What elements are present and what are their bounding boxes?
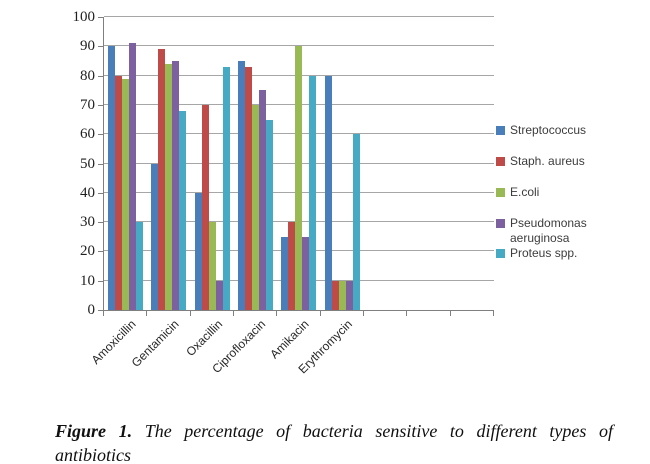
- gridline: [104, 16, 494, 17]
- figure-caption-text: The percentage of bacteria sensitive to …: [144, 421, 613, 441]
- bar-streptococcus-oxacillin: [194, 192, 202, 310]
- bar-staph-aureus-ciprofloxacin: [245, 66, 253, 310]
- y-axis-tick-label: 40: [80, 184, 95, 201]
- legend-label-proteus-spp: Proteus spp.: [510, 246, 578, 260]
- y-axis-tick-label: 90: [80, 38, 95, 55]
- bar-group-gentamicin: [147, 17, 190, 310]
- legend-item-staph-aureus: Staph. aureus: [496, 154, 618, 169]
- figure-caption-label: Figure 1.: [55, 421, 133, 441]
- bar-streptococcus-erythromycin: [324, 75, 332, 310]
- legend-label-streptococcus: Streptococcus: [510, 123, 587, 137]
- bar-pseudomonas-aeruginosa-erythromycin: [345, 280, 353, 310]
- x-axis-tick: [319, 311, 321, 316]
- bar-group-oxacillin: [191, 17, 234, 310]
- legend-swatch-streptococcus: [496, 126, 505, 135]
- x-axis-tick: [233, 311, 234, 316]
- bar-staph-aureus-oxacillin: [201, 104, 209, 310]
- y-axis-tick: [98, 310, 103, 311]
- x-axis-tick: [493, 311, 494, 316]
- bar-pseudomonas-aeruginosa-ciprofloxacin: [259, 90, 267, 310]
- bar-staph-aureus-amoxicillin: [115, 75, 123, 310]
- bar-pseudomonas-aeruginosa-amikacin: [302, 236, 310, 310]
- y-axis-tick-label: 70: [80, 96, 95, 113]
- x-axis-tick: [363, 311, 364, 316]
- y-axis-tick-label: 60: [80, 126, 95, 143]
- x-axis-tick: [189, 311, 191, 316]
- figure-caption: Figure 1. The percentage of bacteria sen…: [55, 419, 613, 464]
- legend-item-proteus-spp: Proteus spp.: [496, 246, 618, 261]
- figure-caption-line2: antibiotics: [55, 445, 131, 464]
- bar-e-coli-erythromycin: [338, 280, 346, 310]
- bar-group-ciprofloxacin: [234, 17, 277, 310]
- bar-proteus-spp-amikacin: [309, 75, 317, 310]
- y-axis-tick-label: 20: [80, 243, 95, 260]
- x-axis-tick: [406, 311, 408, 316]
- figure-caption-line1: Figure 1. The percentage of bacteria sen…: [55, 419, 613, 443]
- bar-group-amikacin: [277, 17, 320, 310]
- x-axis-tick: [146, 311, 148, 316]
- y-axis-tick-label: 0: [87, 302, 96, 318]
- bar-staph-aureus-gentamicin: [158, 49, 166, 310]
- y-axis-tick: [98, 17, 103, 18]
- bar-proteus-spp-gentamicin: [179, 110, 187, 310]
- y-axis-tick-label: 30: [80, 214, 95, 231]
- y-axis-tick: [98, 222, 103, 224]
- y-axis-tick-label: 80: [80, 67, 95, 84]
- y-axis-tick: [98, 75, 103, 77]
- bar-streptococcus-amikacin: [281, 236, 289, 310]
- legend: Streptococcus Staph. aureus E.coli Pseudomo…: [496, 123, 618, 277]
- y-axis-tick: [98, 280, 103, 282]
- plot-area: [103, 16, 494, 311]
- legend-item-e-coli: E.coli: [496, 185, 618, 200]
- y-axis-tick-label: 10: [80, 272, 95, 289]
- bar-pseudomonas-aeruginosa-amoxicillin: [129, 43, 137, 310]
- bar-streptococcus-amoxicillin: [108, 46, 116, 310]
- y-axis-tick-label: 100: [72, 9, 96, 25]
- legend-label-e-coli: E.coli: [510, 185, 540, 199]
- bar-e-coli-oxacillin: [208, 222, 216, 310]
- bar-pseudomonas-aeruginosa-oxacillin: [215, 280, 223, 310]
- bar-e-coli-ciprofloxacin: [252, 104, 260, 310]
- legend-item-streptococcus: Streptococcus: [496, 123, 618, 138]
- bar-proteus-spp-amoxicillin: [136, 222, 144, 310]
- legend-label-pseudomonas-aeruginosa: Pseudomonas aeruginosa: [510, 216, 587, 245]
- bar-staph-aureus-amikacin: [288, 222, 296, 310]
- y-axis-tick: [98, 192, 103, 194]
- legend-swatch-e-coli: [496, 188, 505, 197]
- gridline: [104, 45, 494, 47]
- bar-streptococcus-gentamicin: [151, 163, 159, 310]
- bar-proteus-spp-ciprofloxacin: [266, 119, 274, 310]
- bar-group-erythromycin: [321, 17, 364, 310]
- x-axis-tick: [276, 311, 278, 316]
- y-axis-tick: [98, 104, 103, 106]
- bar-streptococcus-ciprofloxacin: [238, 60, 246, 310]
- legend-swatch-proteus-spp: [496, 249, 505, 258]
- bar-e-coli-gentamicin: [165, 63, 173, 310]
- x-axis-category-label: Oxacillin: [183, 317, 226, 359]
- legend-label-staph-aureus: Staph. aureus: [510, 154, 585, 168]
- bar-proteus-spp-erythromycin: [352, 134, 360, 310]
- legend-swatch-pseudomonas-aeruginosa: [496, 219, 505, 228]
- legend-item-pseudomonas-aeruginosa: Pseudomonas aeruginosa: [496, 216, 618, 246]
- y-axis-tick: [98, 46, 103, 48]
- bar-staph-aureus-erythromycin: [331, 280, 339, 310]
- bar-e-coli-amikacin: [295, 46, 303, 310]
- bar-chart: 0 10 20 30 40 50 60 70 80 90 100 Amoxicillin Gentam…: [72, 9, 618, 376]
- legend-swatch-staph-aureus: [496, 157, 505, 166]
- bar-e-coli-amoxicillin: [122, 78, 130, 310]
- y-axis-tick-label: 50: [80, 155, 95, 172]
- x-axis-category-label: Amikacin: [267, 317, 312, 362]
- bar-pseudomonas-aeruginosa-gentamicin: [172, 60, 180, 310]
- bar-group-amoxicillin: [104, 17, 147, 310]
- x-axis-tick: [449, 311, 451, 316]
- x-axis-tick: [103, 311, 104, 316]
- y-axis-tick: [98, 163, 103, 165]
- y-axis-tick: [98, 251, 103, 253]
- y-axis-tick: [98, 134, 103, 136]
- bar-proteus-spp-oxacillin: [222, 66, 230, 310]
